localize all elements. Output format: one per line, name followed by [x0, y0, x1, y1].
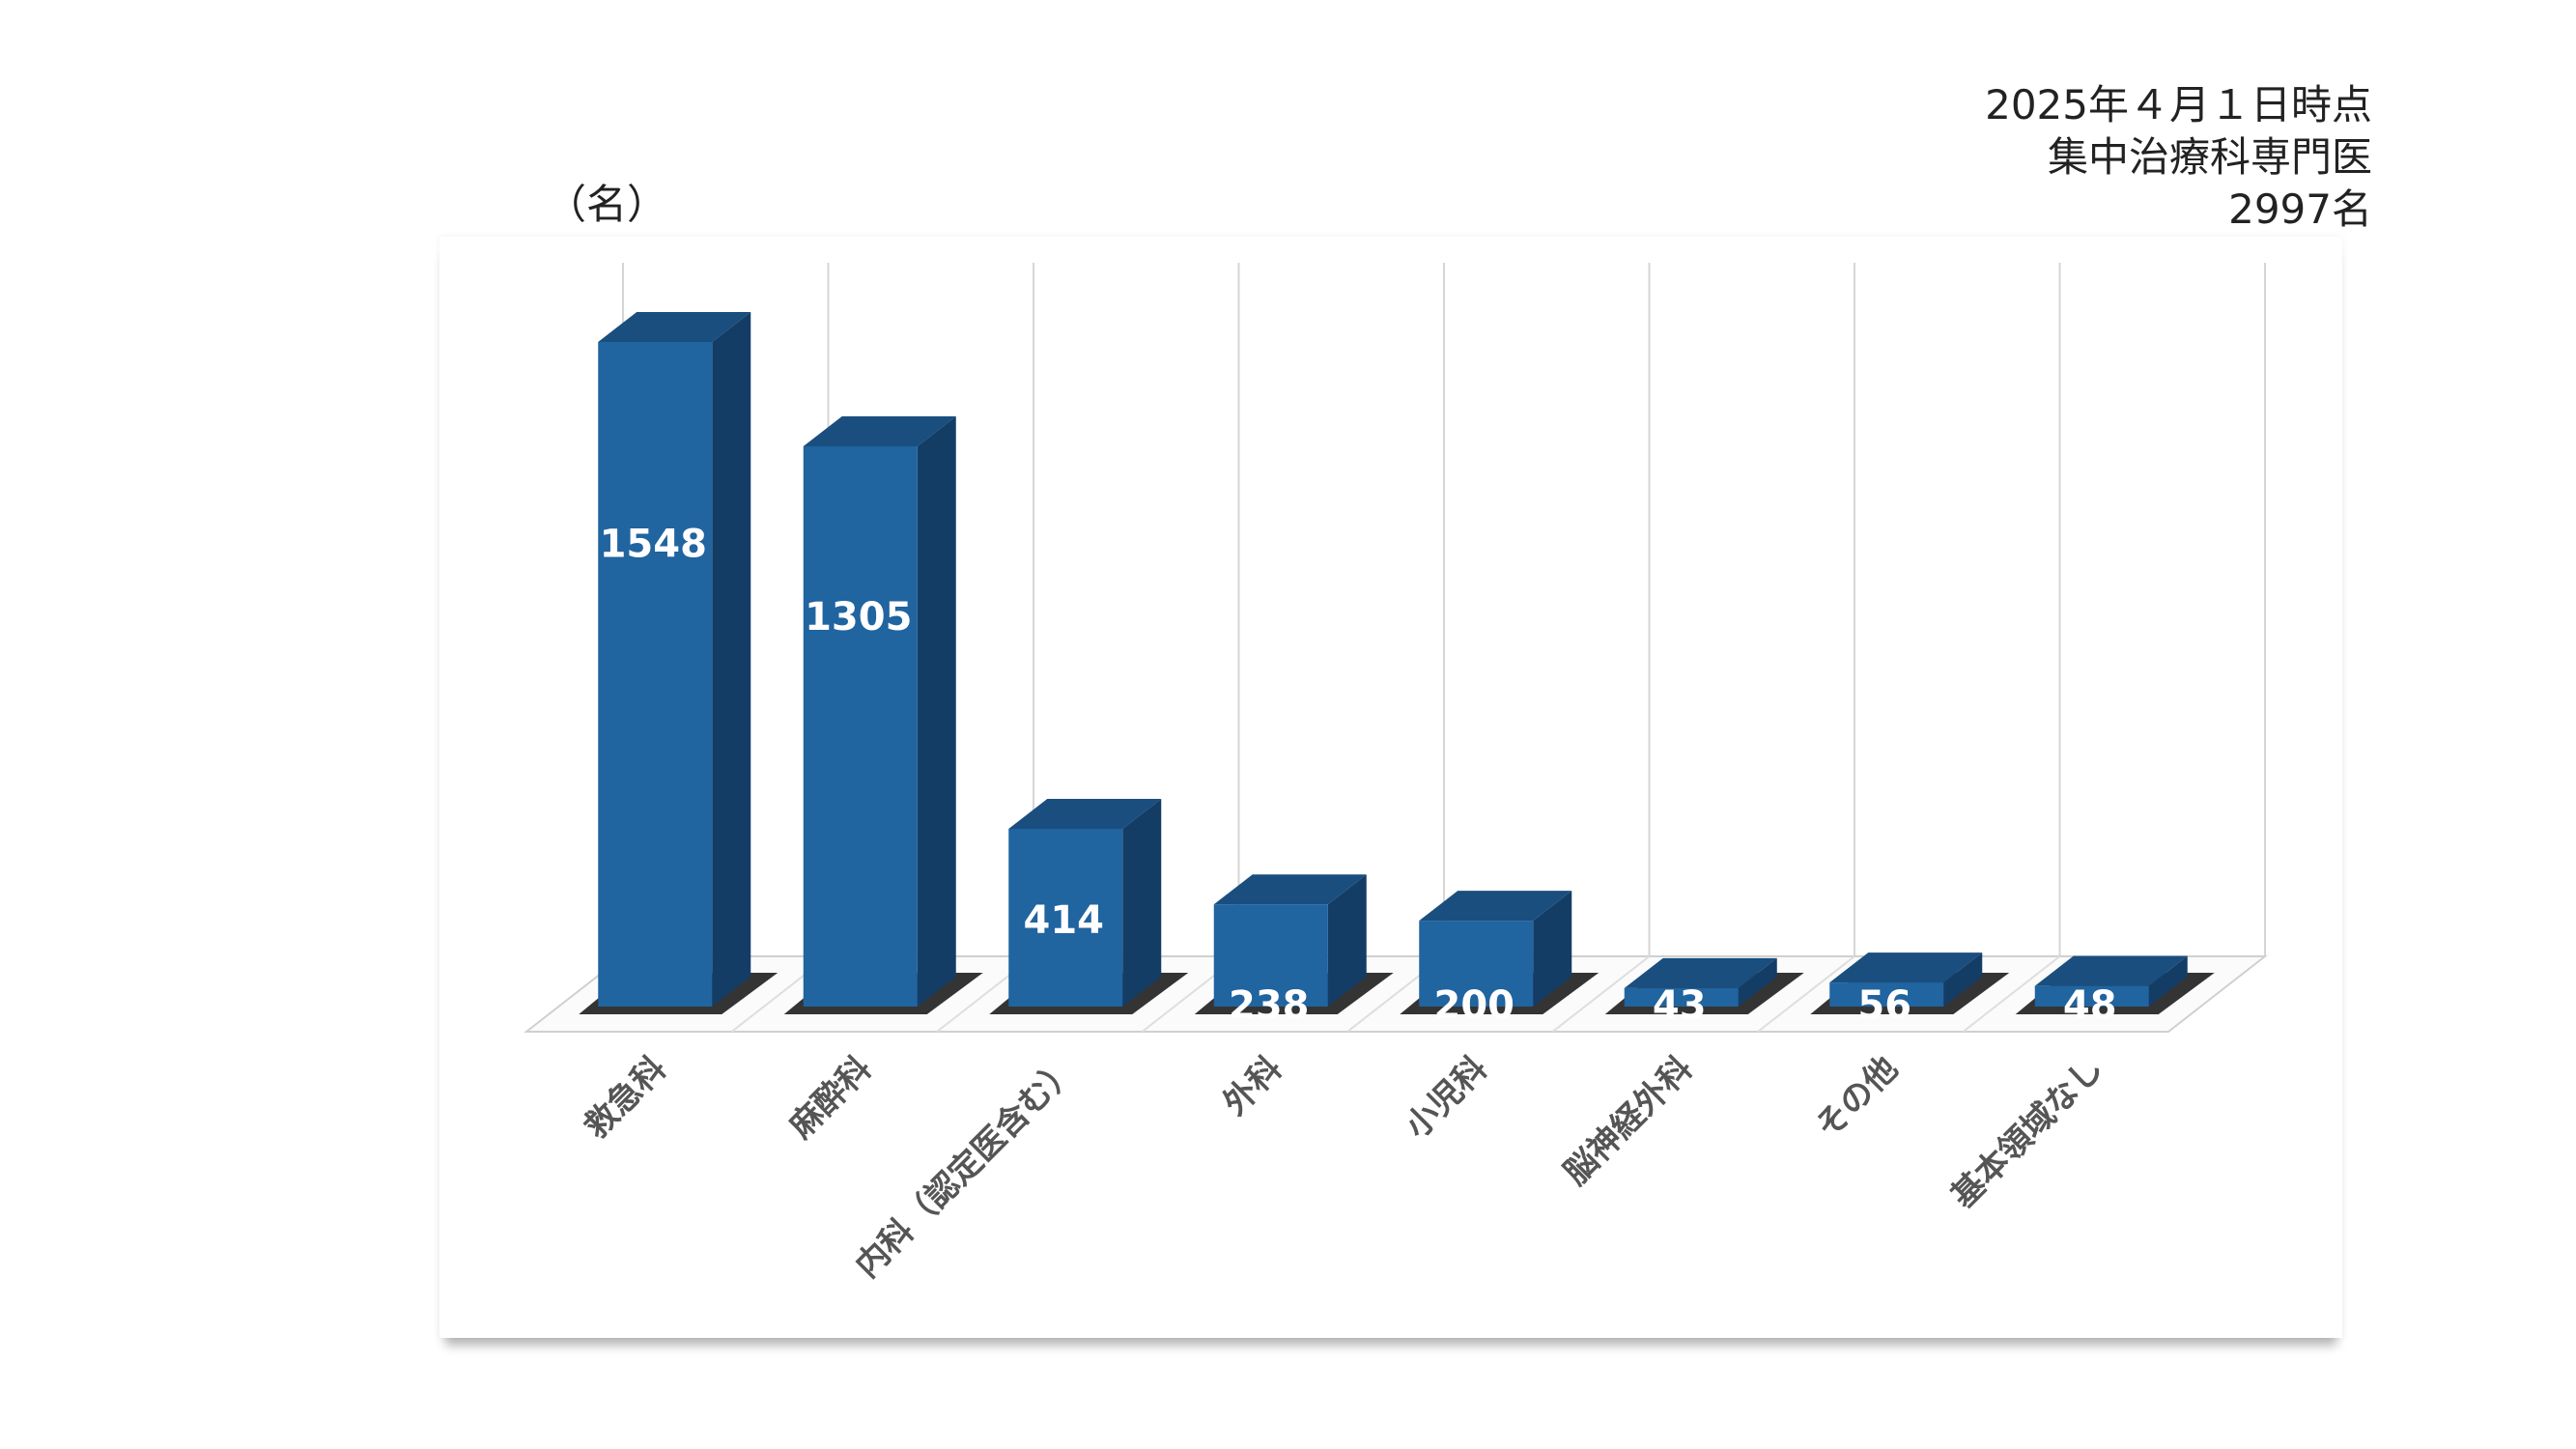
bar-value-label: 43 — [1653, 983, 1707, 1028]
bar — [1624, 987, 1739, 1007]
bar-top — [1008, 799, 1162, 829]
floor-divider — [1551, 955, 1651, 1033]
bar-value-label: 1548 — [600, 522, 707, 566]
bar — [1419, 921, 1534, 1007]
bar-value-label: 48 — [2063, 983, 2117, 1028]
category-label: 小児科 — [1398, 1049, 1494, 1146]
date-note: 2025年４月１日時点 — [1985, 81, 2372, 128]
bar — [1829, 982, 1944, 1007]
bar — [2034, 985, 2149, 1007]
bar-side — [1533, 891, 1572, 1007]
department-note: 集中治療科専門医 — [2047, 133, 2372, 181]
bar-value-label: 56 — [1857, 983, 1911, 1028]
bar-top — [1624, 957, 1777, 988]
bar-value-label: 238 — [1229, 983, 1310, 1028]
bar-side — [1122, 799, 1162, 1007]
y-axis-unit-label: （名） — [546, 181, 668, 228]
bar-side — [917, 416, 956, 1007]
bar — [1008, 829, 1123, 1007]
bar-top — [2034, 955, 2188, 986]
bar-top — [1213, 874, 1367, 905]
category-label: 基本領域なし — [1944, 1049, 2111, 1216]
category-label: その他 — [1808, 1049, 1905, 1146]
bar — [1213, 904, 1328, 1007]
bar-value-label: 414 — [1024, 898, 1105, 943]
bar-value-label: 1305 — [805, 595, 912, 639]
category-label: 内科（認定医含む） — [848, 1049, 1085, 1286]
category-label: 麻酔科 — [782, 1049, 879, 1146]
bar-value-label: 200 — [1434, 983, 1515, 1028]
bar-top — [1419, 891, 1572, 922]
category-label: 脳神経外科 — [1557, 1049, 1700, 1192]
category-label: 救急科 — [577, 1049, 673, 1146]
bar-side — [712, 312, 751, 1007]
bar-side — [1738, 957, 1777, 1007]
bar-side — [1327, 874, 1367, 1007]
category-label: 外科 — [1216, 1049, 1289, 1122]
plot-area-card — [439, 237, 2342, 1338]
floor-divider — [1962, 955, 2061, 1033]
floor-divider — [1757, 955, 1855, 1033]
bar-top — [598, 312, 751, 342]
bar-side — [1943, 952, 1983, 1007]
bar-top — [1829, 952, 1983, 983]
bar-top — [803, 416, 956, 446]
bar — [803, 446, 918, 1007]
bar — [598, 342, 713, 1007]
bar-side — [2148, 955, 2188, 1007]
total-count-note: 2997名 — [2228, 185, 2372, 233]
